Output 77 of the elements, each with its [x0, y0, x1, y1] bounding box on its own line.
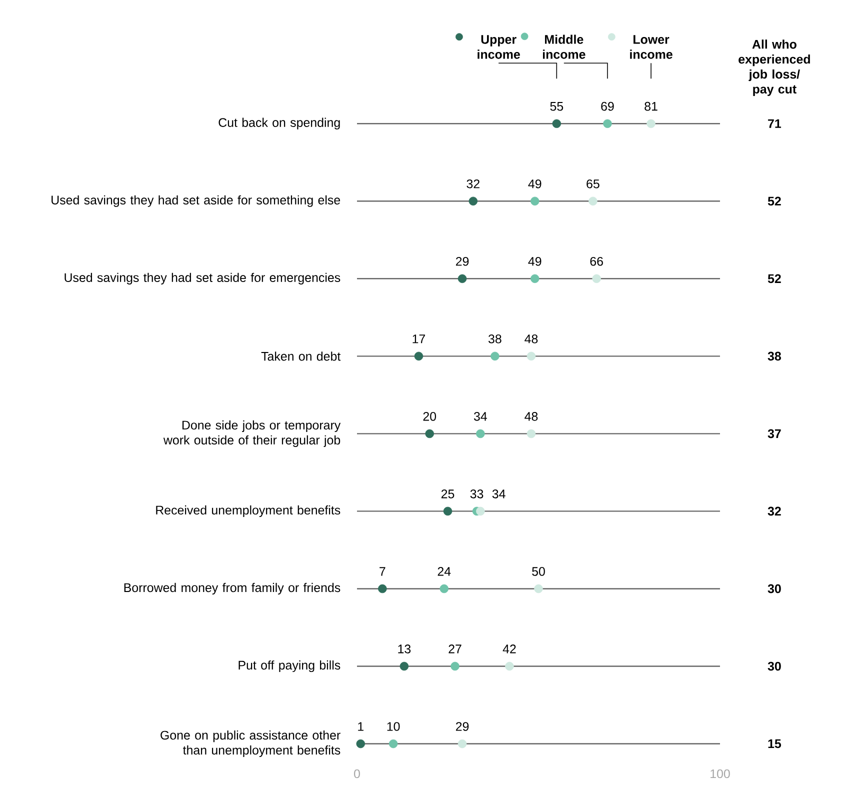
- point: [440, 584, 449, 594]
- data-label: 50: [532, 567, 545, 576]
- point: [588, 196, 598, 206]
- y-tick-label: Gone on public assistance other than unemployment benefits: [160, 730, 340, 758]
- x-tick-label: 0: [354, 769, 360, 778]
- data-label: 69: [601, 102, 614, 111]
- y-tick-label: Used savings they had set aside for emergencies: [64, 272, 340, 284]
- y-tick-label: Borrowed money from family or friends: [124, 582, 340, 595]
- text: All who experienced job loss/ pay cut: [738, 40, 810, 96]
- text: 38: [768, 352, 781, 361]
- point: [476, 429, 485, 438]
- data-label: 48: [524, 412, 538, 421]
- point: [490, 352, 500, 361]
- data-label: 48: [524, 334, 538, 344]
- data-label: 38: [488, 334, 502, 344]
- y-tick-label: Cut back on spending: [218, 118, 340, 130]
- text: 30: [768, 584, 781, 594]
- point: [425, 429, 434, 438]
- y-tick-label: Put off paying bills: [238, 660, 340, 672]
- point: [526, 352, 536, 361]
- text: 37: [768, 429, 781, 438]
- data-label: 10: [387, 722, 400, 731]
- point: [388, 739, 398, 748]
- data-label: 34: [492, 490, 506, 498]
- point: [476, 506, 485, 516]
- data-label: 29: [456, 256, 469, 266]
- data-label: 20: [423, 412, 436, 421]
- data-label: 33: [470, 490, 484, 498]
- data-label: 65: [586, 179, 600, 188]
- point: [414, 352, 424, 361]
- y-tick-label: Taken on debt: [261, 352, 341, 361]
- point: [526, 429, 536, 438]
- point: [450, 662, 460, 671]
- data-label: 34: [474, 412, 487, 421]
- point: [400, 662, 409, 671]
- point: [530, 196, 540, 206]
- data-label: 81: [644, 102, 658, 111]
- point: [458, 739, 467, 748]
- point: [378, 584, 387, 594]
- point: [505, 662, 514, 671]
- data-label: 27: [448, 644, 462, 654]
- x-tick-label: 100: [710, 769, 730, 778]
- data-label: 29: [456, 722, 469, 731]
- point: [458, 274, 467, 284]
- y-tick-label: Done side jobs or temporary work outside of their regular job: [163, 420, 341, 447]
- point: [443, 506, 452, 516]
- data-label: 24: [438, 567, 451, 576]
- data-label: 17: [412, 334, 426, 344]
- data-label: 55: [550, 102, 564, 111]
- data-label: 49: [528, 179, 542, 188]
- point: [646, 119, 656, 128]
- legend-label: Upper income: [478, 35, 520, 59]
- data-label: 25: [441, 490, 454, 498]
- text: 71: [768, 119, 782, 128]
- data-label: 32: [466, 179, 480, 188]
- y-tick-label: Received unemployment benefits: [156, 505, 340, 517]
- point: [534, 584, 543, 594]
- y-tick-label: Used savings they had set aside for something else: [52, 195, 340, 207]
- text: 30: [768, 662, 781, 671]
- legend-label: Middle income: [542, 34, 586, 59]
- data-label: 1: [358, 722, 364, 731]
- point: [603, 119, 612, 128]
- text: 52: [768, 196, 781, 206]
- data-label: 49: [528, 256, 542, 266]
- point: [530, 274, 540, 284]
- data-label: 42: [502, 644, 516, 654]
- text: 32: [768, 506, 781, 516]
- legend-label: Lower income: [630, 35, 672, 59]
- data-label: 7: [380, 567, 386, 576]
- point: [468, 196, 478, 206]
- point: [592, 274, 601, 284]
- text: 15: [768, 739, 782, 748]
- data-label: 13: [398, 644, 411, 654]
- data-label: 66: [590, 256, 603, 266]
- point: [356, 739, 366, 748]
- point: [552, 119, 562, 128]
- text: 52: [768, 274, 781, 284]
